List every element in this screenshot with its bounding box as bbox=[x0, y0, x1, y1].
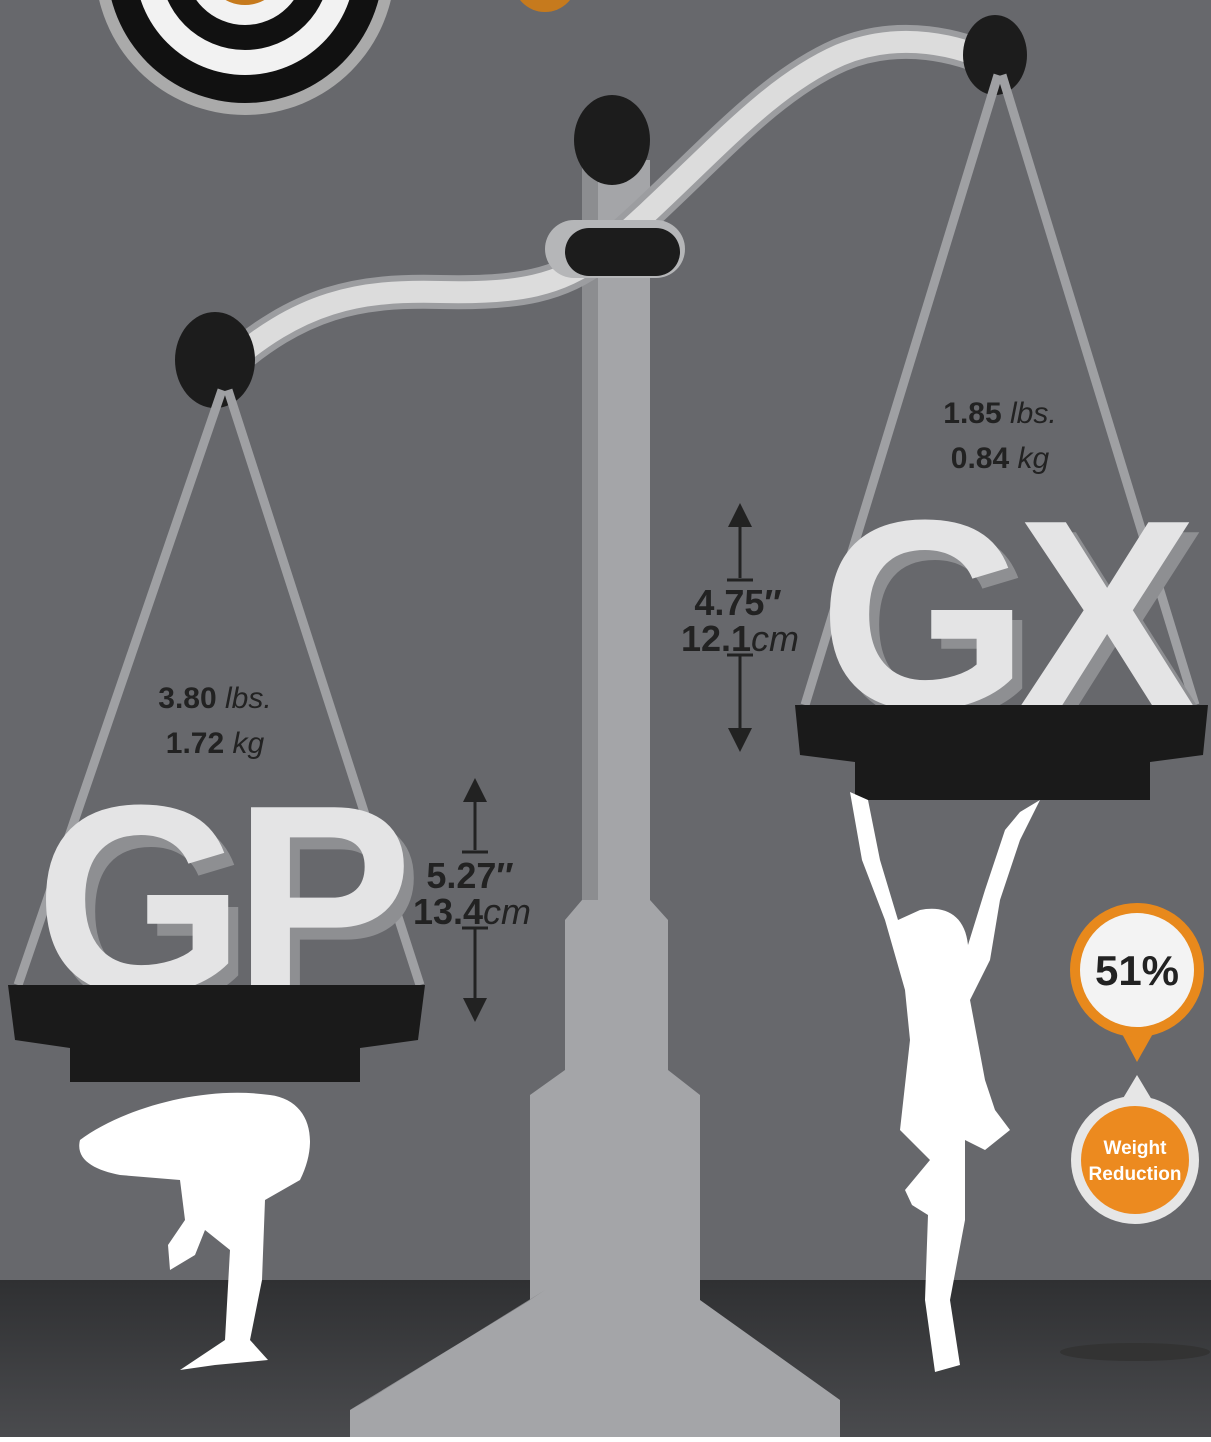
height-in: 5.27″ bbox=[426, 855, 513, 896]
unit: lbs. bbox=[1010, 397, 1057, 430]
infographic: GP GP GX GX 3.80 lbs. 1.72 kg 1.85 lbs. … bbox=[0, 0, 1211, 1437]
value: 13.4 bbox=[413, 891, 483, 932]
unit: cm bbox=[751, 618, 799, 659]
weight-lbs: 1.85 lbs. bbox=[943, 397, 1056, 430]
badge-value: 51% bbox=[1095, 947, 1179, 994]
value: 0.84 bbox=[951, 442, 1010, 475]
value: 3.80 bbox=[158, 682, 216, 715]
unit: kg bbox=[1018, 442, 1050, 475]
weight-kg: 1.72 kg bbox=[166, 727, 265, 760]
shadow bbox=[1060, 1343, 1210, 1361]
badge-label: Reduction bbox=[1089, 1164, 1182, 1185]
pan bbox=[795, 705, 1208, 800]
height-in: 4.75″ bbox=[694, 582, 781, 623]
value: 1.72 bbox=[166, 727, 224, 760]
unit: kg bbox=[233, 727, 265, 760]
weight-lbs: 3.80 lbs. bbox=[158, 682, 271, 715]
height-cm: 12.1cm bbox=[681, 618, 799, 659]
unit: lbs. bbox=[225, 682, 272, 715]
unit: cm bbox=[483, 891, 531, 932]
page: GP GP GX GX 3.80 lbs. 1.72 kg 1.85 lbs. … bbox=[0, 0, 1211, 1437]
value: 12.1 bbox=[681, 618, 751, 659]
badge-label: Weight bbox=[1104, 1138, 1168, 1159]
weight-kg: 0.84 kg bbox=[951, 442, 1050, 475]
height-cm: 13.4cm bbox=[413, 891, 531, 932]
value: 1.85 bbox=[943, 397, 1001, 430]
